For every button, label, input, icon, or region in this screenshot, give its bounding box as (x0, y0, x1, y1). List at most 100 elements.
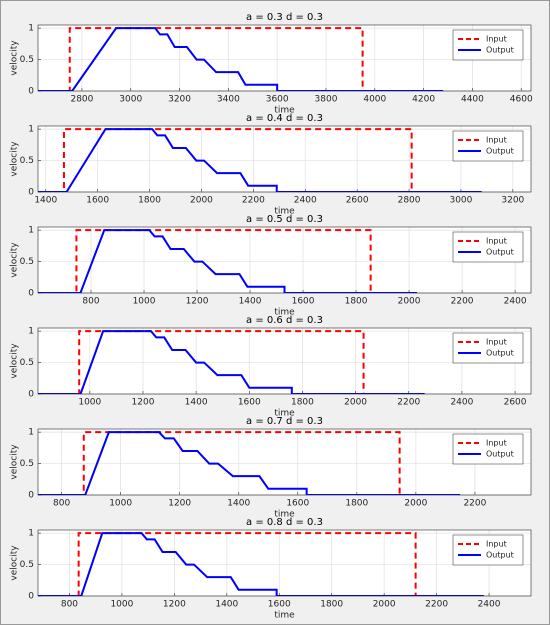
x-tick-label: 2000 (190, 196, 213, 206)
legend-box (452, 433, 524, 465)
x-tick-label: 1400 (239, 297, 262, 307)
x-tick-label: 1800 (138, 196, 161, 206)
subplot: a = 0.4 d = 0.3 time velocity 1400 1600 1800 2… (10, 113, 532, 217)
x-tick-label: 4000 (363, 95, 386, 105)
x-tick-label: 800 (53, 499, 70, 509)
y-tick-label: 1 (28, 24, 34, 34)
x-tick-label: 2800 (398, 196, 421, 206)
legend-box (452, 130, 524, 162)
series-line (38, 330, 365, 394)
legend-box (452, 534, 524, 566)
axes-border (37, 529, 532, 597)
x-tick-label: 1200 (163, 600, 186, 610)
axes-border (37, 125, 532, 193)
subplot-title: a = 0.7 d = 0.3 (246, 416, 323, 427)
axes-border (37, 24, 532, 92)
y-tick-label: 0 (28, 188, 34, 198)
legend-label: Output (486, 349, 514, 358)
x-tick-label: 2200 (397, 398, 420, 408)
subplot: a = 0.3 d = 0.3 time velocity 2800 3000 3200 3… (10, 12, 533, 116)
legend-box (452, 29, 524, 61)
axes-background (38, 227, 531, 293)
subplot: a = 0.7 d = 0.3 time velocity 800 1000 1200 14… (10, 416, 532, 520)
y-tick-label: 1 (28, 327, 34, 337)
x-tick-label: 3000 (119, 95, 142, 105)
y-tick-label: 0 (28, 289, 34, 299)
y-tick-label: 0 (28, 87, 34, 97)
x-tick-label: 4600 (510, 95, 533, 105)
axes-border (37, 226, 532, 294)
x-tick-label: 3200 (501, 196, 524, 206)
x-tick-label: 1600 (268, 600, 291, 610)
x-tick-label: 1800 (345, 297, 368, 307)
x-tick-label: 1200 (168, 499, 191, 509)
x-tick-label: 1800 (291, 398, 314, 408)
x-tick-label: 1400 (185, 398, 208, 408)
y-axis-label: velocity (10, 141, 20, 177)
x-tick-label: 1600 (286, 499, 309, 509)
y-tick-label: 0.5 (20, 55, 34, 65)
x-tick-label: 4400 (461, 95, 484, 105)
x-tick-label: 3800 (315, 95, 338, 105)
series-line (38, 532, 484, 596)
x-tick-label: 1400 (34, 196, 57, 206)
subplot: a = 0.6 d = 0.3 time velocity 1000 1200 1400 1… (10, 315, 532, 419)
x-tick-label: 2600 (346, 196, 369, 206)
x-tick-label: 800 (82, 297, 99, 307)
axes-border (37, 428, 532, 496)
x-axis-label: time (274, 207, 295, 217)
y-tick-label: 0 (28, 491, 34, 501)
legend-label: Output (486, 450, 514, 459)
x-tick-label: 3000 (449, 196, 472, 206)
y-tick-label: 0.5 (20, 459, 34, 469)
legend-box (452, 332, 524, 364)
x-tick-label: 1600 (292, 297, 315, 307)
subplot: a = 0.8 d = 0.3 time velocity 800 1000 1200 14… (10, 517, 532, 621)
series-line (38, 431, 401, 495)
x-tick-label: 2200 (425, 600, 448, 610)
x-tick-label: 2400 (294, 196, 317, 206)
x-tick-label: 1000 (109, 499, 132, 509)
series-line (38, 229, 418, 293)
y-tick-label: 1 (28, 428, 34, 438)
y-tick-label: 1 (28, 125, 34, 135)
x-axis-label: time (274, 611, 295, 621)
x-tick-label: 2000 (398, 297, 421, 307)
y-tick-label: 0 (28, 592, 34, 602)
x-tick-label: 1600 (86, 196, 109, 206)
subplot-title: a = 0.5 d = 0.3 (246, 214, 323, 225)
subplot-title: a = 0.3 d = 0.3 (246, 12, 323, 23)
x-tick-label: 1000 (78, 398, 101, 408)
x-tick-label: 3600 (266, 95, 289, 105)
legend-label: Input (486, 540, 507, 549)
x-tick-label: 1200 (132, 398, 155, 408)
axes-background (38, 530, 531, 596)
legend-label: Input (486, 439, 507, 448)
series-line (38, 128, 482, 192)
x-tick-label: 2400 (450, 398, 473, 408)
x-tick-label: 4200 (412, 95, 435, 105)
axes-background (38, 126, 531, 192)
x-axis-label: time (274, 409, 295, 419)
x-axis-label: time (274, 106, 295, 116)
axes-border (37, 327, 532, 395)
legend-label: Input (486, 338, 507, 347)
axes-background (38, 25, 531, 91)
series-line (38, 27, 444, 91)
y-axis-label: velocity (10, 40, 20, 76)
axes-background (38, 429, 531, 495)
x-tick-label: 2200 (242, 196, 265, 206)
x-tick-label: 1000 (133, 297, 156, 307)
legend-label: Input (486, 136, 507, 145)
series-line (38, 229, 372, 293)
x-tick-label: 1400 (227, 499, 250, 509)
legend-label: Input (486, 35, 507, 44)
x-tick-label: 2800 (70, 95, 93, 105)
y-tick-label: 0.5 (20, 560, 34, 570)
y-axis-label: velocity (10, 545, 20, 581)
x-tick-label: 1000 (110, 600, 133, 610)
x-tick-label: 3200 (168, 95, 191, 105)
legend-label: Output (486, 147, 514, 156)
